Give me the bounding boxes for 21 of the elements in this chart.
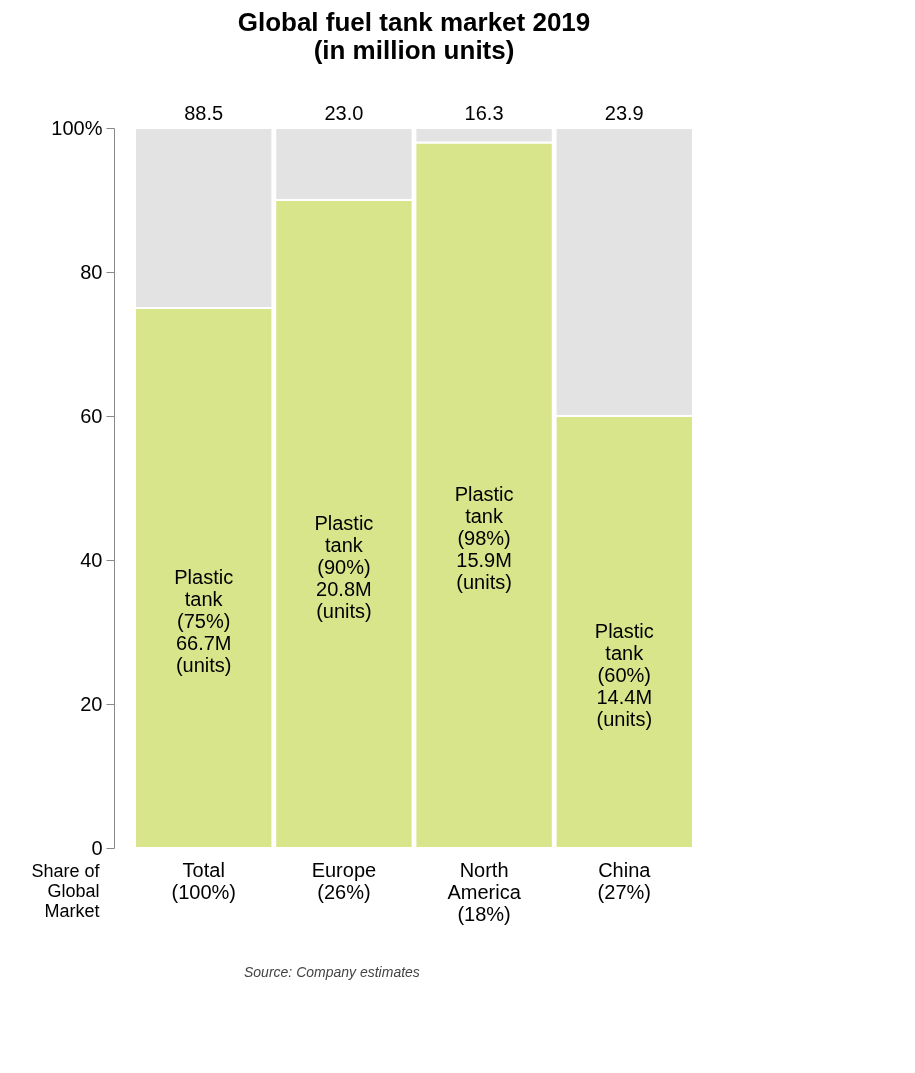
x-tick-label: Europe (26%) xyxy=(311,858,377,903)
x-tick-label: Total (100%) xyxy=(171,858,236,903)
y-tick-label: 60 xyxy=(80,404,103,427)
annotation: 23.9 xyxy=(604,102,644,124)
y-tick-label: 80 xyxy=(80,260,103,283)
x-tick-label: China (27%) xyxy=(597,858,652,903)
annotation: 23.0 xyxy=(324,102,364,124)
annotation: 88.5 xyxy=(184,102,224,124)
x-tick-label: North America (18%) xyxy=(447,858,522,925)
chart-title: Global fuel tank market 2019 (in million units) xyxy=(237,7,591,65)
source-note: Source: Company estimates xyxy=(244,964,420,980)
y-tick-label: 40 xyxy=(80,548,103,571)
data-label: Plastic tank (60%) 14.4M (units) xyxy=(594,620,654,730)
data-label: Plastic tank (75%) 66.7M (units) xyxy=(174,566,234,676)
y-tick-label: 100% xyxy=(51,116,103,139)
annotation: 16.3 xyxy=(464,102,504,124)
x-axis-title: Share of Global Market xyxy=(31,860,101,921)
data-label: Plastic tank (98%) 15.9M (units) xyxy=(454,483,514,594)
y-tick-label: 20 xyxy=(80,692,103,715)
y-tick-label: 0 xyxy=(91,836,103,859)
data-label: Plastic tank (90%) 20.8M (units) xyxy=(314,512,374,622)
